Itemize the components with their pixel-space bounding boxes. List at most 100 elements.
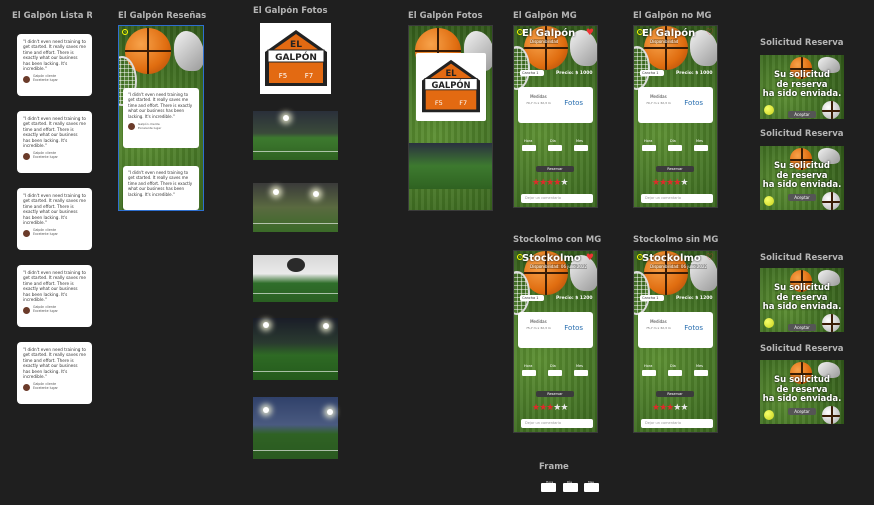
star-icon[interactable]: ★ — [532, 403, 540, 413]
accept-button[interactable]: Aceptar — [788, 111, 816, 118]
star-icon[interactable]: ★ — [553, 403, 561, 413]
rating-stars[interactable]: ★★★★★ — [652, 178, 688, 188]
review-card[interactable]: "I didn't even need training to get star… — [17, 188, 92, 250]
back-icon[interactable]: ‹ — [517, 254, 523, 260]
time-slot[interactable] — [668, 145, 682, 151]
photos-link[interactable]: Fotos — [684, 99, 703, 107]
court-select[interactable]: Cancha 1 — [640, 70, 664, 76]
reserve-button[interactable]: Reservar — [536, 391, 574, 397]
stockolmo-con-frame[interactable]: ‹ Stockolmo ♥ Disponibilidad: 06 julio 2022… — [513, 250, 598, 433]
field-photo[interactable] — [253, 183, 338, 232]
label-stockolmo-sin[interactable]: Stockolmo sin MG — [633, 235, 719, 245]
photos-link[interactable]: Fotos — [564, 99, 583, 107]
time-slot[interactable] — [522, 145, 536, 151]
mg-frame[interactable]: ‹ El Galpón ♥ Disponibilidad Cancha 1 Precio:… — [513, 25, 598, 208]
accept-button[interactable]: Aceptar — [788, 324, 816, 331]
back-icon[interactable]: ‹ — [517, 29, 523, 35]
rating-stars[interactable]: ★★★★★ — [532, 403, 568, 413]
label-resenas[interactable]: El Galpón Reseñas — [118, 11, 207, 21]
label-fotos-col[interactable]: El Galpón Fotos — [253, 6, 328, 16]
photos-link[interactable]: Fotos — [564, 324, 583, 332]
label-sol-2[interactable]: Solicitud Reserva... — [760, 129, 844, 139]
label-frame[interactable]: Frame — [539, 462, 569, 472]
heart-icon[interactable]: ♥ — [585, 28, 594, 38]
star-icon[interactable]: ★ — [560, 403, 568, 413]
comment-input[interactable]: Dejar un comentario — [641, 419, 713, 428]
heart-icon[interactable]: ♥ — [585, 253, 594, 263]
time-slot[interactable] — [694, 145, 708, 151]
review-card-large[interactable]: "I didn't even need training to get star… — [123, 88, 199, 148]
time-slot[interactable] — [642, 370, 656, 376]
star-icon[interactable]: ★ — [546, 403, 554, 413]
comment-input[interactable]: Dejar un comentario — [521, 194, 593, 203]
field-photo[interactable] — [253, 318, 338, 380]
solicitud-frame[interactable]: Su solicitud de reserva ha sido enviada. Ac… — [760, 146, 844, 210]
time-slot[interactable] — [574, 145, 588, 151]
reserve-button[interactable]: Reservar — [656, 166, 694, 172]
accept-button[interactable]: Aceptar — [788, 194, 816, 201]
time-slot[interactable] — [548, 370, 562, 376]
star-icon[interactable]: ★ — [666, 178, 674, 188]
label-sol-3[interactable]: Solicitud Reserva... — [760, 253, 844, 263]
star-icon[interactable]: ★ — [560, 178, 568, 188]
time-slot[interactable] — [574, 370, 588, 376]
time-slot[interactable] — [642, 145, 656, 151]
nomg-frame[interactable]: ‹ El Galpón ♡ Disponibilidad Cancha 1 Precio:… — [633, 25, 718, 208]
star-icon[interactable]: ★ — [659, 178, 667, 188]
star-icon[interactable]: ★ — [539, 178, 547, 188]
frame-slot[interactable] — [563, 483, 578, 492]
field-photo[interactable] — [253, 255, 338, 302]
rating-stars[interactable]: ★★★★★ — [652, 403, 688, 413]
photos-link[interactable]: Fotos — [684, 324, 703, 332]
heart-icon[interactable]: ♡ — [705, 28, 714, 38]
star-icon[interactable]: ★ — [652, 178, 660, 188]
field-photo[interactable] — [253, 111, 338, 160]
resenas-frame[interactable]: ‹ "I didn't even need training to get st… — [118, 25, 204, 211]
comment-input[interactable]: Dejar un comentario — [521, 419, 593, 428]
star-icon[interactable]: ★ — [680, 403, 688, 413]
star-icon[interactable]: ★ — [680, 178, 688, 188]
review-card[interactable]: "I didn't even need training to get star… — [17, 34, 92, 96]
comment-input[interactable]: Dejar un comentario — [641, 194, 713, 203]
solicitud-frame[interactable]: Su solicitud de reserva ha sido enviada. Ac… — [760, 360, 844, 424]
court-select[interactable]: Cancha 1 — [520, 70, 544, 76]
review-card-large[interactable]: "I didn't even need training to get star… — [123, 166, 199, 210]
back-icon[interactable]: ‹ — [637, 254, 643, 260]
star-icon[interactable]: ★ — [666, 403, 674, 413]
frame-slot[interactable] — [584, 483, 599, 492]
time-slot[interactable] — [548, 145, 562, 151]
star-icon[interactable]: ★ — [673, 403, 681, 413]
field-photo[interactable] — [253, 397, 338, 459]
label-sol-1[interactable]: Solicitud Reserva... — [760, 38, 844, 48]
stockolmo-sin-frame[interactable]: ‹ Stockolmo ♡ Disponibilidad: 06 julio 2022… — [633, 250, 718, 433]
back-icon[interactable]: ‹ — [122, 29, 128, 35]
field-photo[interactable] — [409, 143, 492, 189]
label-stockolmo-con[interactable]: Stockolmo con MG — [513, 235, 602, 245]
review-card[interactable]: "I didn't even need training to get star… — [17, 111, 92, 173]
label-fotos[interactable]: El Galpón Fotos — [408, 11, 483, 21]
time-slot[interactable] — [668, 370, 682, 376]
frame-slot[interactable] — [541, 483, 556, 492]
review-card[interactable]: "I didn't even need training to get star… — [17, 342, 92, 404]
time-slot[interactable] — [522, 370, 536, 376]
reserve-button[interactable]: Reservar — [536, 166, 574, 172]
court-select[interactable]: Cancha 1 — [520, 295, 544, 301]
reserve-button[interactable]: Reservar — [656, 391, 694, 397]
back-icon[interactable]: ‹ — [637, 29, 643, 35]
star-icon[interactable]: ★ — [553, 178, 561, 188]
star-icon[interactable]: ★ — [673, 178, 681, 188]
star-icon[interactable]: ★ — [652, 403, 660, 413]
label-sol-4[interactable]: Solicitud Reserva... — [760, 344, 844, 354]
fotos-frame[interactable]: EL GALPÓN F5 F7 — [408, 25, 493, 211]
label-nomg[interactable]: El Galpón no MG — [633, 11, 712, 21]
label-mg[interactable]: El Galpón MG — [513, 11, 577, 21]
solicitud-frame[interactable]: Su solicitud de reserva ha sido enviada. Ac… — [760, 55, 844, 119]
heart-icon[interactable]: ♡ — [705, 253, 714, 263]
star-icon[interactable]: ★ — [539, 403, 547, 413]
label-lista[interactable]: El Galpón Lista R... — [12, 11, 92, 21]
time-slot[interactable] — [694, 370, 708, 376]
court-select[interactable]: Cancha 1 — [640, 295, 664, 301]
solicitud-frame[interactable]: Su solicitud de reserva ha sido enviada. Ac… — [760, 268, 844, 332]
star-icon[interactable]: ★ — [546, 178, 554, 188]
star-icon[interactable]: ★ — [532, 178, 540, 188]
